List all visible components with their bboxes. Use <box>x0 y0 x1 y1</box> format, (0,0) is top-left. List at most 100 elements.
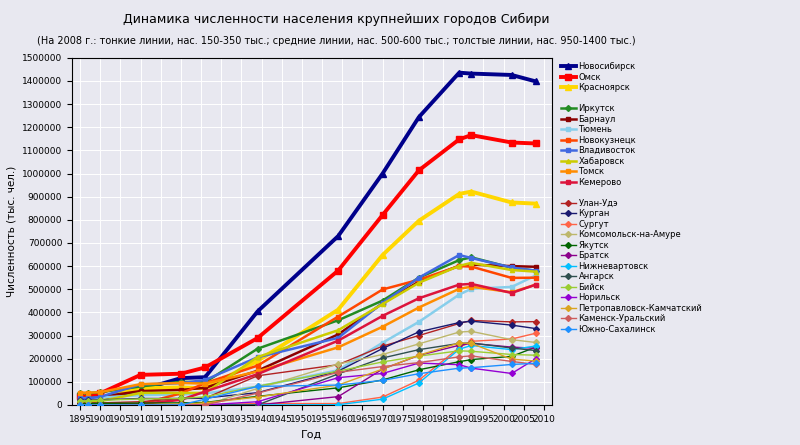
Братск <box>378 366 387 372</box>
Тюмень <box>466 286 476 291</box>
Якутск <box>454 359 464 364</box>
Тюмень <box>136 392 146 398</box>
Омск <box>507 140 517 145</box>
Каменск-Уральский <box>414 360 424 365</box>
Новокузнецк <box>466 264 476 269</box>
Сургут <box>200 402 210 407</box>
Сургут <box>454 345 464 350</box>
Омск <box>334 268 343 273</box>
Line: Каменск-Уральский: Каменск-Уральский <box>78 354 538 407</box>
Ангарск <box>253 402 262 408</box>
Нижневартовск <box>454 347 464 352</box>
Комсомольск-на-Амуре <box>507 337 517 342</box>
Владивосток <box>176 380 186 386</box>
Барнаул <box>95 394 105 400</box>
Новокузнецк <box>334 314 343 319</box>
Кемерово <box>176 397 186 403</box>
Якутск <box>83 401 93 406</box>
Якутск <box>334 385 343 391</box>
Братск <box>253 402 262 408</box>
Омск <box>531 141 541 146</box>
Line: Улан-Удэ: Улан-Удэ <box>78 319 538 405</box>
Новокузнецк <box>75 401 85 407</box>
Норильск <box>414 360 424 366</box>
Улан-Удэ <box>200 396 210 401</box>
Новосибирск <box>83 400 93 406</box>
Нижневартовск <box>414 380 424 386</box>
Бийск <box>253 384 262 389</box>
Курган <box>136 396 146 401</box>
Хабаровск <box>507 267 517 273</box>
Кемерово <box>75 402 85 407</box>
Красноярск <box>334 307 343 312</box>
Ангарск <box>75 402 85 408</box>
Иркутск <box>200 380 210 385</box>
Красноярск <box>136 386 146 391</box>
Южно-Сахалинск <box>334 382 343 388</box>
Нижневартовск <box>136 402 146 408</box>
Кемерово <box>507 290 517 295</box>
Томск <box>454 286 464 291</box>
Ангарск <box>414 347 424 352</box>
Петропавловск-Камчатский <box>176 401 186 407</box>
Сургут <box>334 401 343 406</box>
Петропавловск-Камчатский <box>466 341 476 346</box>
Якутск <box>531 344 541 350</box>
Улан-Удэ <box>334 362 343 368</box>
Петропавловск-Камчатский <box>200 400 210 405</box>
Якутск <box>75 401 85 406</box>
Южно-Сахалинск <box>95 402 105 408</box>
Комсомольск-на-Амуре <box>531 340 541 345</box>
Новокузнецк <box>95 401 105 407</box>
Южно-Сахалинск <box>507 362 517 367</box>
Сургут <box>83 402 93 407</box>
Братск <box>136 402 146 408</box>
Курган <box>466 319 476 324</box>
Line: Нижневартовск: Нижневартовск <box>78 344 538 407</box>
Улан-Удэ <box>136 399 146 405</box>
Томск <box>378 324 387 329</box>
Улан-Удэ <box>531 319 541 324</box>
Норильск <box>83 402 93 408</box>
Новосибирск <box>200 375 210 380</box>
Владивосток <box>200 377 210 383</box>
Кемерово <box>200 389 210 394</box>
Петропавловск-Камчатский <box>414 352 424 358</box>
Хабаровск <box>334 328 343 333</box>
Новокузнецк <box>414 277 424 283</box>
Line: Сургут: Сургут <box>78 331 538 407</box>
Хабаровск <box>466 260 476 266</box>
Сургут <box>414 377 424 383</box>
Комсомольск-на-Амуре <box>200 402 210 408</box>
Барнаул <box>507 263 517 269</box>
Владивосток <box>83 396 93 401</box>
Line: Курган: Курган <box>78 319 538 402</box>
Владивосток <box>466 255 476 261</box>
Хабаровск <box>454 263 464 268</box>
Улан-Удэ <box>507 319 517 324</box>
Южно-Сахалинск <box>378 378 387 383</box>
Тюмень <box>414 319 424 324</box>
Омск <box>378 212 387 218</box>
Омск <box>454 137 464 142</box>
Барнаул <box>466 262 476 267</box>
Улан-Удэ <box>176 396 186 401</box>
Новокузнецк <box>83 401 93 407</box>
Line: Якутск: Якутск <box>78 345 538 406</box>
Сургут <box>531 331 541 336</box>
Кемерово <box>253 372 262 377</box>
Петропавловск-Камчатский <box>378 366 387 372</box>
Якутск <box>378 377 387 383</box>
Иркутск <box>378 298 387 303</box>
Сургут <box>253 401 262 406</box>
Кемерово <box>454 282 464 287</box>
Хабаровск <box>136 390 146 396</box>
Красноярск <box>378 252 387 258</box>
Бийск <box>83 398 93 404</box>
Line: Красноярск: Красноярск <box>78 189 538 401</box>
Кемерово <box>95 402 105 407</box>
Line: Норильск: Норильск <box>78 356 538 407</box>
Line: Владивосток: Владивосток <box>78 253 538 400</box>
Ангарск <box>83 402 93 408</box>
Хабаровск <box>176 390 186 396</box>
